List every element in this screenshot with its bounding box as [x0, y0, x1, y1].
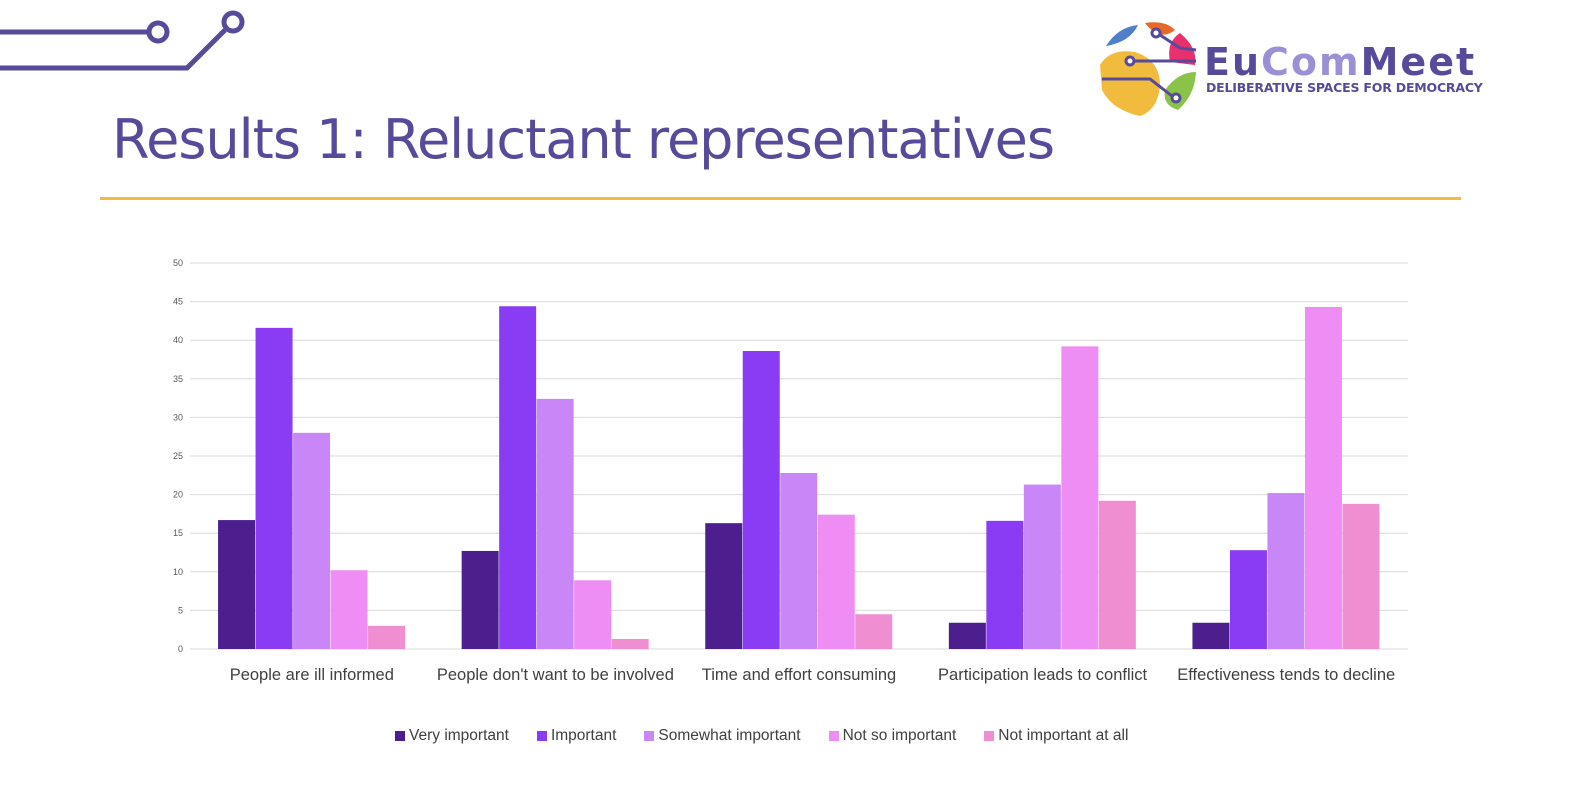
x-category-label: Effectiveness tends to decline: [1177, 666, 1396, 684]
y-tick-label: 0: [178, 644, 183, 654]
bar-very-important: [1192, 622, 1230, 649]
circuit-decoration: [0, 10, 245, 71]
y-tick-label: 10: [173, 567, 183, 577]
legend-label: Important: [550, 727, 617, 744]
legend-label: Somewhat important: [658, 727, 801, 744]
legend-swatch: [395, 731, 405, 741]
legend-swatch: [644, 731, 655, 741]
bar-not-so-important: [817, 514, 855, 649]
bar-not-important-at-all: [368, 625, 406, 649]
y-tick-label: 45: [173, 297, 183, 307]
bar-very-important: [948, 622, 986, 649]
legend-swatch: [984, 731, 995, 741]
x-category-label: People don't want to be involved: [436, 666, 674, 684]
y-tick-label: 35: [173, 374, 183, 384]
legend-item: Not important at all: [984, 727, 1128, 745]
bar-somewhat-important: [293, 432, 331, 649]
y-tick-label: 50: [173, 258, 183, 268]
legend-swatch: [828, 731, 839, 741]
bar-important: [1229, 550, 1267, 649]
bar-important: [986, 520, 1024, 649]
logo-mark: [1100, 22, 1197, 116]
legend-item: Somewhat important: [644, 727, 801, 745]
legend-swatch: [536, 731, 547, 741]
title-divider: [100, 197, 1461, 200]
bar-not-so-important: [1304, 307, 1342, 649]
bar-not-important-at-all: [1342, 503, 1380, 649]
bar-important: [499, 306, 537, 649]
x-category-label: People are ill informed: [229, 666, 394, 684]
y-tick-label: 15: [173, 528, 183, 538]
bar-very-important: [218, 520, 256, 649]
y-tick-label: 25: [173, 451, 183, 461]
bar-not-important-at-all: [855, 614, 893, 649]
bar-not-important-at-all: [611, 638, 649, 649]
bar-not-so-important: [1061, 346, 1099, 649]
y-tick-label: 5: [178, 605, 183, 615]
slide-title: Results 1: Reluctant representatives: [112, 108, 1055, 171]
bar-somewhat-important: [1023, 484, 1061, 649]
bar-important: [742, 351, 780, 649]
legend-item: Very important: [395, 727, 509, 745]
legend-label: Not important at all: [998, 727, 1129, 744]
bar-not-important-at-all: [1098, 500, 1136, 649]
legend-label: Very important: [409, 727, 509, 744]
bars: [218, 306, 1380, 649]
y-tick-label: 30: [173, 412, 183, 422]
x-category-label: Participation leads to conflict: [938, 666, 1148, 684]
legend-item: Not so important: [828, 727, 957, 745]
bar-important: [255, 327, 293, 649]
y-tick-label: 20: [173, 490, 183, 500]
legend-label: Not so important: [842, 727, 957, 744]
bar-very-important: [705, 523, 743, 649]
legend-item: Important: [536, 727, 617, 745]
logo-tagline: DELIBERATIVE SPACES FOR DEMOCRACY: [1206, 80, 1483, 95]
y-axis-ticks: 0 5 10 15 20 25 30 35 40 45 50: [173, 258, 183, 654]
bar-somewhat-important: [536, 398, 574, 649]
chart-legend: Very important Important Somewhat importan…: [395, 727, 1128, 745]
y-tick-label: 40: [173, 335, 183, 345]
bar-not-so-important: [574, 580, 612, 649]
logo-wordmark: EuComMeet: [1204, 40, 1477, 84]
bar-very-important: [461, 550, 499, 649]
x-category-label: Time and effort consuming: [701, 666, 897, 684]
bar-somewhat-important: [1267, 493, 1305, 649]
bar-not-so-important: [330, 570, 368, 649]
bar-somewhat-important: [780, 472, 818, 649]
